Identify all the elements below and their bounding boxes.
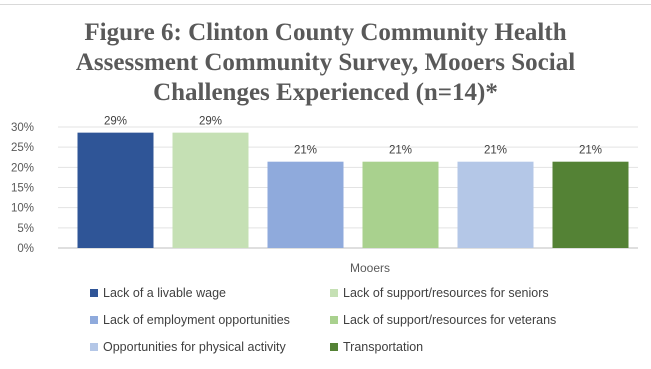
top-rule — [0, 4, 651, 5]
legend-swatch — [330, 289, 338, 297]
data-label: 21% — [389, 145, 412, 157]
y-tick-label: 20% — [11, 162, 34, 174]
data-label: 29% — [199, 116, 222, 128]
legend-label: Lack of a livable wage — [103, 286, 226, 300]
y-tick-label: 0% — [17, 243, 34, 255]
legend-label: Lack of employment opportunities — [103, 313, 290, 327]
legend-label: Lack of support/resources for veterans — [343, 313, 557, 327]
legend-item: Lack of employment opportunities — [90, 313, 290, 327]
legend-label: Transportation — [343, 340, 424, 354]
legend-item: Opportunities for physical activity — [90, 340, 286, 354]
legend-swatch — [90, 289, 98, 297]
x-category-label: Mooers — [350, 261, 390, 275]
bar — [362, 161, 439, 248]
bar — [77, 132, 154, 248]
legend-swatch — [90, 316, 98, 324]
chart-title-line-2: Assessment Community Survey, Mooers Soci… — [75, 49, 576, 76]
legend-item: Transportation — [330, 340, 423, 354]
legend-item: Lack of support/resources for seniors — [330, 286, 549, 300]
legend-swatch — [90, 343, 98, 351]
chart-title: Figure 6: Clinton County Community Healt… — [0, 18, 651, 108]
bar — [552, 161, 629, 248]
y-tick-label: 25% — [11, 142, 34, 154]
chart-title-line-3: Challenges Experienced (n=14)* — [153, 79, 498, 106]
y-tick-label: 10% — [11, 203, 34, 215]
data-label: 21% — [484, 145, 507, 157]
legend-item: Lack of a livable wage — [90, 286, 226, 300]
legend-swatch — [330, 316, 338, 324]
data-label: 21% — [294, 145, 317, 157]
bar — [457, 161, 534, 248]
bar — [172, 132, 249, 248]
y-tick-label: 30% — [11, 122, 34, 134]
y-tick-label: 15% — [11, 183, 34, 195]
data-label: 21% — [579, 145, 602, 157]
legend-swatch — [330, 343, 338, 351]
legend-item: Lack of support/resources for veterans — [330, 313, 556, 327]
legend-label: Lack of support/resources for seniors — [343, 286, 549, 300]
y-tick-label: 5% — [17, 223, 34, 235]
legend-label: Opportunities for physical activity — [103, 340, 286, 354]
bar — [267, 161, 344, 248]
chart-title-line-1: Figure 6: Clinton County Community Healt… — [84, 19, 567, 46]
data-label: 29% — [104, 116, 127, 128]
